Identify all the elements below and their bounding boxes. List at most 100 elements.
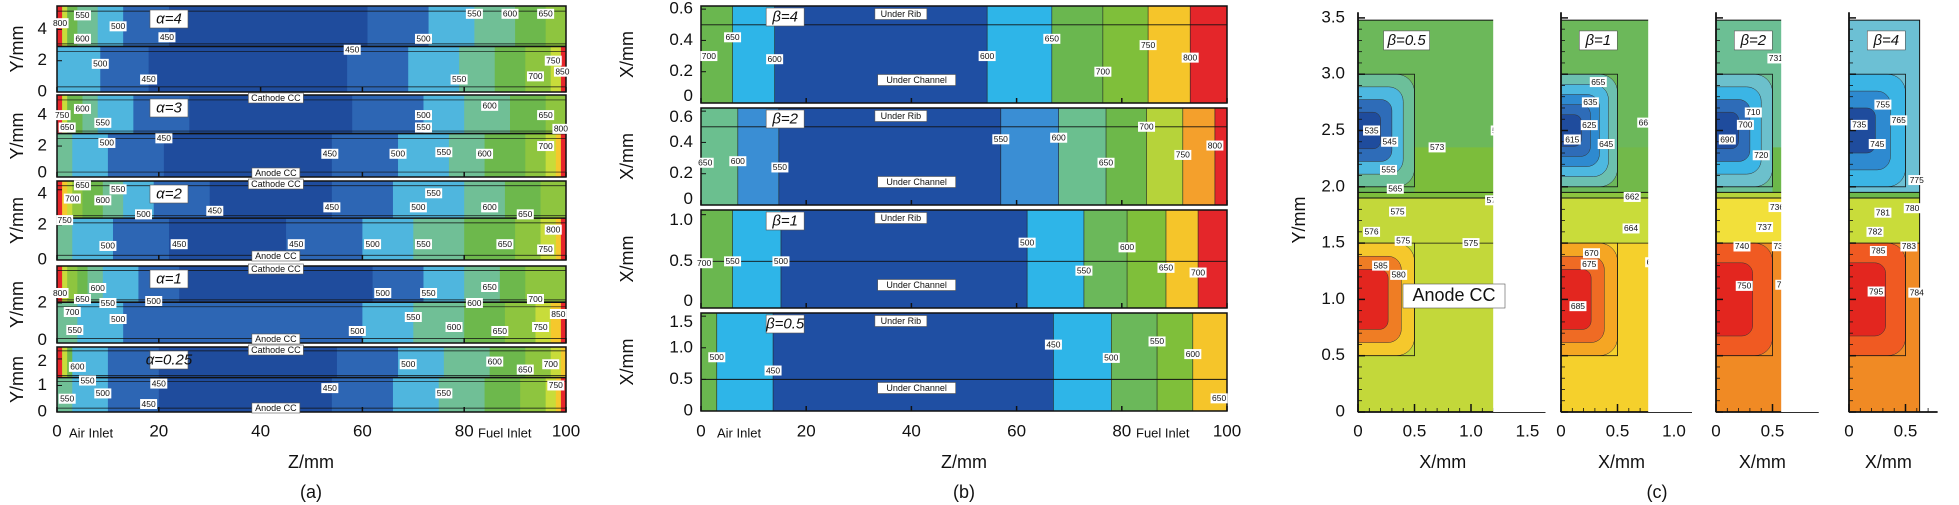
y-tick-label: 2: [38, 50, 47, 69]
contour-label-text: 500: [1020, 237, 1034, 247]
contour-label-text: 650: [539, 110, 553, 120]
contour-label-bg: [155, 133, 173, 144]
contour-label: 500: [145, 296, 163, 306]
x-tick-label: 0.5: [1761, 421, 1785, 440]
y-tick-label: 4: [38, 183, 47, 202]
contour-label-text: 450: [1046, 339, 1060, 349]
contour-band-cathode: [443, 347, 491, 378]
param-label: α=1: [156, 270, 182, 287]
contour-label-bg: [73, 103, 91, 114]
contour-label-bg: [516, 364, 534, 375]
contour-label-bg: [1363, 226, 1381, 237]
contour-band-cathode: [62, 266, 68, 303]
contour-band-cathode: [499, 266, 526, 303]
contour-label-bg: [486, 356, 504, 367]
contour-label-bg: [51, 18, 69, 29]
contour-label-bg: [532, 322, 550, 332]
contour-label-text: 500: [100, 138, 114, 148]
contour-label: 700: [526, 294, 544, 304]
contour-label-bg: [544, 224, 562, 235]
param-label-box: [149, 98, 189, 118]
electrolyte-band: [1716, 192, 1801, 199]
anode-cc-label: Anode CC: [255, 168, 297, 178]
contour-label: 450: [321, 383, 339, 394]
contour-label-text: 600: [477, 149, 491, 159]
x-tick-label: 40: [902, 421, 921, 440]
contour-label-text: 500: [710, 352, 724, 362]
contour-label: 650: [1097, 158, 1115, 168]
contour-label-bg: [409, 202, 427, 213]
contour-label-bg: [1118, 242, 1136, 253]
contour-label-text: 775: [1910, 175, 1924, 185]
contour-label: 755: [1874, 99, 1892, 110]
contour-band-anode: [123, 302, 363, 343]
contour-label: 580: [1390, 270, 1408, 280]
under-channel-label: Under Channel: [886, 383, 947, 393]
contour-label: 575: [1462, 238, 1480, 249]
under-channel-label-box: [877, 279, 956, 291]
contour-label-bg: [1903, 203, 1921, 214]
contour-label-text: 500: [391, 149, 405, 159]
param-label-box: [1866, 30, 1906, 51]
contour-label-text: 550: [994, 134, 1008, 144]
x-axis-label: Z/mm: [941, 452, 987, 472]
contour-label-text: 550: [96, 118, 110, 128]
contour-label-bg: [1718, 134, 1736, 145]
contour-label-text: 600: [1186, 349, 1200, 359]
contour-label-text: 550: [437, 388, 451, 398]
contour-label-bg: [496, 239, 514, 250]
contour-label-bg: [414, 239, 432, 250]
contour-label-bg: [501, 8, 519, 19]
contour-label-text: 650: [483, 282, 497, 292]
contour-label-text: 710: [1746, 107, 1760, 117]
contour-label-bg: [206, 205, 224, 216]
contour-label-text: 800: [554, 124, 568, 134]
y-axis-label: Y/mm: [7, 356, 27, 403]
contour-label-bg: [399, 359, 417, 370]
contour-label-text: 650: [1045, 34, 1059, 44]
contour-label: 738: [1771, 241, 1789, 252]
contour-label-text: 850: [551, 309, 565, 319]
contour-label-bg: [1735, 280, 1753, 291]
contour-label-bg: [992, 134, 1010, 145]
contour-label-text: 650: [1099, 158, 1113, 168]
param-label-box: [149, 350, 189, 370]
contour-label: 650: [73, 294, 91, 304]
contour-label-bg: [374, 288, 392, 298]
contour-label-bg: [1018, 237, 1036, 248]
param-label-box: [1733, 30, 1773, 51]
contour-label: 576: [1363, 226, 1381, 237]
contour-label-bg: [1597, 139, 1615, 150]
contour-label-bg: [1580, 259, 1598, 270]
contour-label-bg: [1589, 77, 1607, 88]
contour-label-text: 650: [60, 122, 74, 132]
fuel-inlet-label: Fuel Inlet: [1136, 425, 1190, 440]
y-tick-label: 0: [684, 291, 693, 310]
contour-band-anode: [57, 46, 101, 92]
contour-label: 550: [724, 256, 742, 267]
contour-label-bg: [414, 33, 432, 44]
contour-label-bg: [109, 184, 127, 195]
contour-label-text: 750: [1737, 281, 1751, 291]
contour-band-anode: [515, 218, 542, 260]
contour-band-anode: [494, 46, 526, 92]
contour-label-text: 800: [1183, 52, 1197, 62]
contour-label-text: 650: [75, 294, 89, 304]
cathode-cc-label-box: [248, 263, 304, 275]
contour-label-bg: [724, 32, 742, 43]
contour-label-text: 500: [136, 209, 150, 219]
x-tick-label: 100: [1213, 421, 1241, 440]
param-label: β=2: [1739, 32, 1766, 49]
contour-label-bg: [1075, 265, 1093, 276]
contour-label-bg: [1569, 301, 1587, 312]
contour-label-bg: [549, 309, 567, 319]
mask: [1493, 6, 1561, 412]
contour-label: 850: [553, 66, 571, 77]
contour-label: 700: [63, 193, 81, 204]
contour-label: 500: [1102, 353, 1120, 363]
plot-frame: [56, 94, 567, 178]
contour-band-anode: [484, 377, 521, 412]
contour-label: 650: [1210, 393, 1228, 404]
contour-label-bg: [56, 215, 74, 226]
